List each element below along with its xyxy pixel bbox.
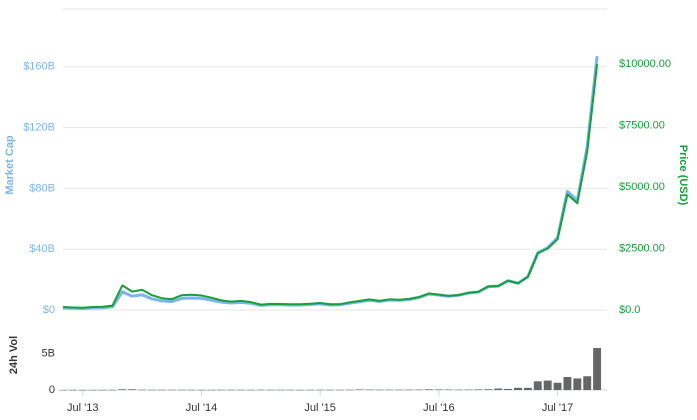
volume-bar xyxy=(484,389,493,390)
volume-axis-title: 24h Vol xyxy=(8,336,20,374)
volume-bar xyxy=(444,389,453,391)
volume-bar xyxy=(425,389,433,390)
volume-bar xyxy=(385,389,394,391)
y-tick-label: 0 xyxy=(49,384,55,396)
y-tick-label: $0 xyxy=(43,304,55,316)
y-axis-title: Market Cap xyxy=(4,135,16,195)
volume-bar xyxy=(217,389,226,391)
volume-bar xyxy=(157,389,166,391)
volume-bar xyxy=(454,389,463,391)
volume-bar xyxy=(543,380,552,390)
volume-bar xyxy=(553,382,562,390)
y-tick-label: $160B xyxy=(23,61,55,73)
volume-bar xyxy=(148,389,156,391)
volume-bar xyxy=(395,389,404,391)
y2-tick-label: $10000.00 xyxy=(619,58,671,70)
price-line xyxy=(62,63,599,309)
y2-tick-label: $2500.00 xyxy=(619,242,665,254)
y-tick-label: 5B xyxy=(42,348,55,360)
x-tick-label: Jul '16 xyxy=(423,402,454,414)
volume-bar xyxy=(494,388,503,390)
volume-bar xyxy=(59,389,67,391)
y2-axis-title: Price (USD) xyxy=(677,145,689,206)
volume-bar xyxy=(355,389,364,390)
volume-bar xyxy=(345,389,354,391)
volume-bar xyxy=(227,389,236,391)
volume-bar xyxy=(68,389,77,391)
volume-bar xyxy=(365,389,374,391)
volume-bar xyxy=(335,389,344,391)
volume-bar xyxy=(563,376,572,390)
volume-bar xyxy=(583,376,592,390)
volume-bar xyxy=(207,389,216,391)
volume-bar xyxy=(405,389,414,391)
volume-bar xyxy=(88,389,97,391)
volume-bar xyxy=(197,389,206,391)
volume-bar xyxy=(286,389,295,391)
volume-bar xyxy=(108,389,117,391)
volume-bar xyxy=(78,389,87,391)
y-tick-label: $40B xyxy=(29,243,55,255)
x-tick-label: Jul '17 xyxy=(542,402,573,414)
volume-bar xyxy=(237,389,245,391)
volume-bar xyxy=(187,389,196,391)
market-cap-line xyxy=(62,55,599,310)
volume-bar xyxy=(573,378,582,390)
volume-bar xyxy=(177,389,186,391)
volume-bar xyxy=(296,389,305,391)
volume-bar xyxy=(306,389,315,391)
volume-bar xyxy=(464,389,473,391)
volume-bar xyxy=(167,389,176,391)
volume-bar xyxy=(128,389,137,390)
volume-bar xyxy=(514,387,522,390)
x-tick-label: Jul '13 xyxy=(67,402,98,414)
volume-bar xyxy=(266,389,275,391)
volume-bar xyxy=(276,389,285,391)
volume-bar xyxy=(98,389,107,391)
y2-tick-label: $0.0 xyxy=(619,304,640,316)
volume-bar xyxy=(246,389,255,391)
volume-bar xyxy=(533,381,542,390)
volume-bar xyxy=(375,389,384,391)
volume-bar xyxy=(593,348,602,390)
y2-tick-label: $7500.00 xyxy=(619,119,665,131)
y2-tick-label: $5000.00 xyxy=(619,181,665,193)
x-tick-label: Jul '15 xyxy=(304,402,335,414)
volume-bar xyxy=(415,389,424,391)
x-tick-label: Jul '14 xyxy=(186,402,217,414)
volume-bar xyxy=(523,387,532,390)
volume-bar xyxy=(118,389,127,390)
volume-bar xyxy=(504,388,513,390)
y-tick-label: $80B xyxy=(29,182,55,194)
volume-bar xyxy=(434,389,443,390)
volume-bar xyxy=(138,389,147,391)
volume-bar xyxy=(474,389,483,390)
volume-bar xyxy=(256,389,265,391)
y-tick-label: $120B xyxy=(23,121,55,133)
volume-bar xyxy=(326,389,335,391)
volume-bar xyxy=(316,389,325,391)
